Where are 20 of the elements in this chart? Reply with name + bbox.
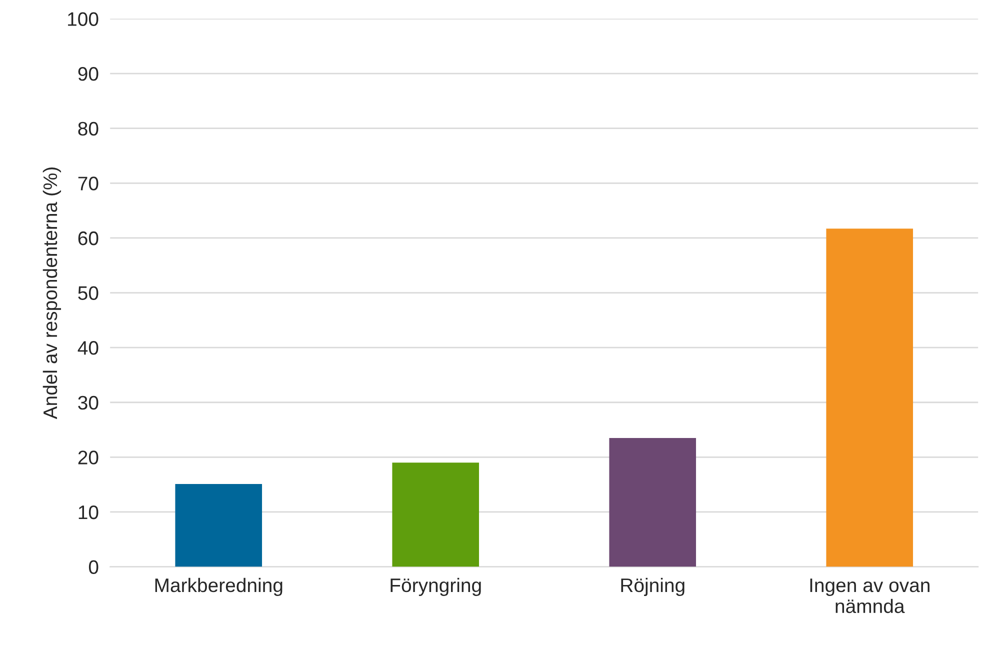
y-tick-label: 100 <box>68 12 98 26</box>
y-tick-label: 90 <box>78 67 98 81</box>
x-tick-label: Markberedning <box>155 578 282 596</box>
y-tick-label: 40 <box>78 341 98 355</box>
y-tick-label: 0 <box>88 560 98 574</box>
y-tick-label: 30 <box>78 396 98 410</box>
y-tick-label: 20 <box>78 450 98 464</box>
bar <box>392 462 480 567</box>
y-tick-label: 80 <box>78 122 98 136</box>
y-tick-label: 10 <box>78 505 98 520</box>
x-tick-label: Röjning <box>621 578 684 596</box>
x-tick-label: Föryngring <box>390 578 481 596</box>
bar <box>826 228 914 567</box>
y-tick-label: 70 <box>78 176 98 190</box>
x-tick-label: Ingen av ovan nämnda <box>810 578 930 614</box>
y-tick-label: 50 <box>78 286 98 300</box>
y-tick-label: 60 <box>78 231 98 246</box>
bar <box>609 438 696 567</box>
bar <box>175 484 262 567</box>
y-axis-title: Andel av respondenterna (%) <box>42 168 62 420</box>
